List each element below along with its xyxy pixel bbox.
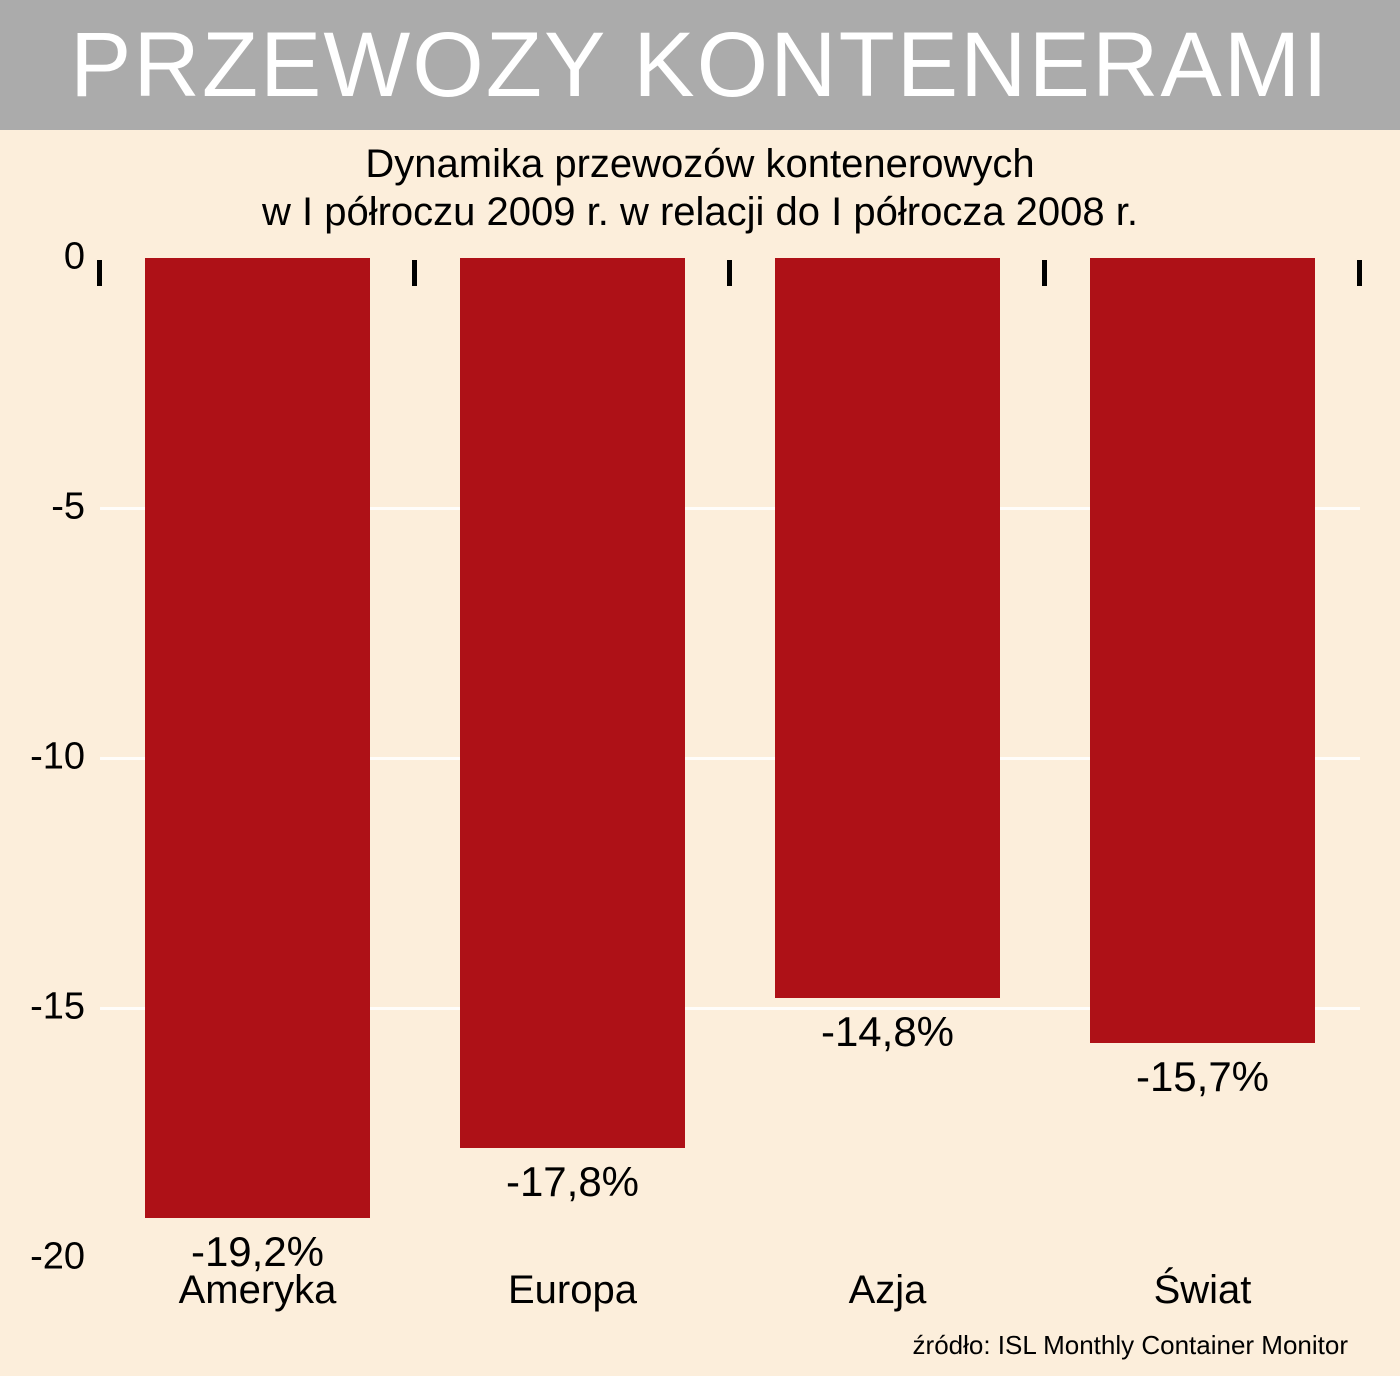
source-note: źródło: ISL Monthly Container Monitor [912,1330,1348,1360]
gridline [100,1007,1360,1010]
bar-value-label: -14,8% [820,1008,955,1055]
bar [1090,258,1315,1043]
axis-tick [97,260,102,286]
axis-tick [412,260,417,286]
y-axis-tick-label: 0 [63,235,85,278]
chart-title-line1: Dynamika przewozów kontenerowych [365,142,1035,186]
bar-value-label: -17,8% [505,1158,640,1205]
bar [460,258,685,1148]
bar-value-label: -19,2% [190,1228,325,1275]
axis-tick [1357,260,1362,286]
bar-value-label: -15,7% [1135,1053,1270,1100]
category-label: Europa [508,1268,637,1312]
page-header: PRZEWOZY KONTENERAMI [0,0,1400,130]
bar [775,258,1000,998]
chart-title-line2: w I półroczu 2009 r. w relacji do I półr… [261,190,1138,234]
bar [145,258,370,1218]
gridline [100,757,1360,760]
axis-tick [1042,260,1047,286]
gridline [100,507,1360,510]
y-axis-tick-label: -15 [30,985,85,1028]
category-label: Azja [848,1268,927,1312]
chart-title: Dynamika przewozów kontenerowych w I pół… [0,140,1400,236]
y-axis-tick-label: -20 [30,1235,85,1278]
y-axis-tick-label: -5 [51,485,85,528]
page-title: PRZEWOZY KONTENERAMI [70,13,1330,116]
category-label: Świat [1153,1268,1252,1312]
axis-tick [727,260,732,286]
category-label: Ameryka [178,1268,337,1312]
y-axis-tick-label: -10 [30,735,85,778]
